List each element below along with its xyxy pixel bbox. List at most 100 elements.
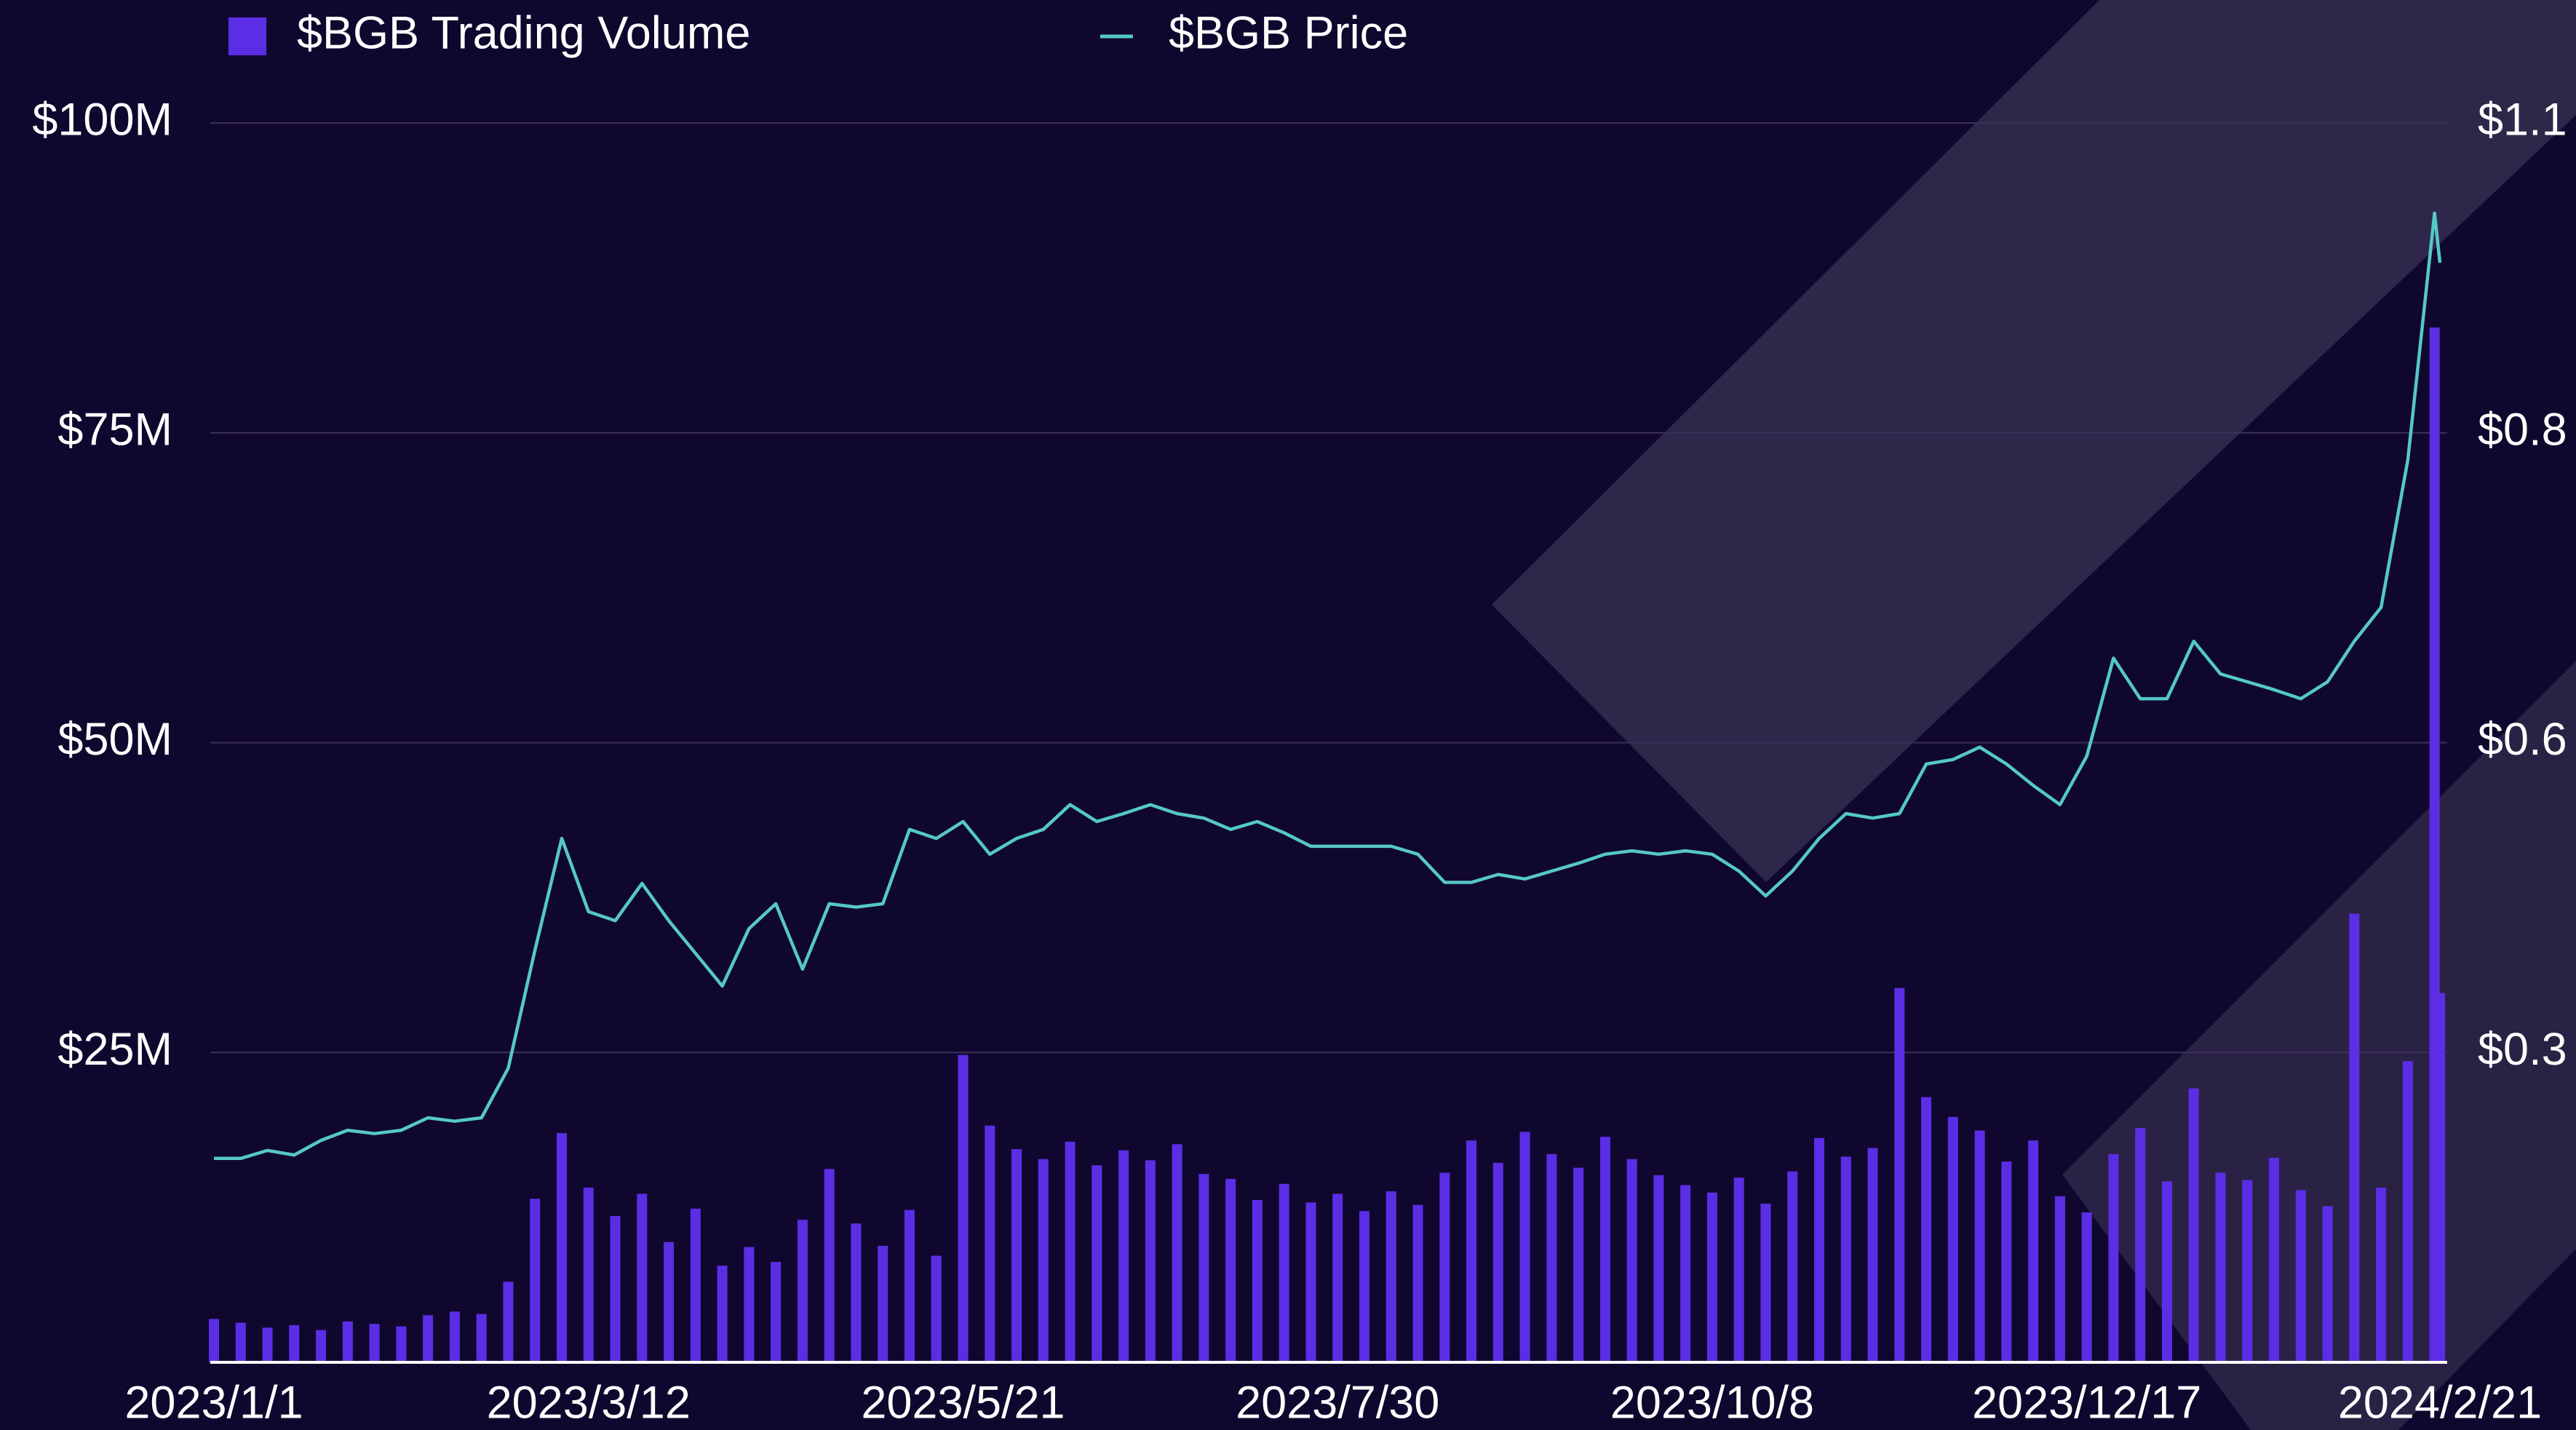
decor-band — [1492, 0, 2576, 882]
bar — [1653, 1175, 1664, 1362]
bar — [1787, 1171, 1798, 1362]
bar — [1359, 1211, 1370, 1362]
x-tick-label: 2023/3/12 — [487, 1378, 691, 1429]
bar — [851, 1223, 862, 1362]
bar — [797, 1220, 808, 1362]
bar — [1680, 1185, 1691, 1362]
bar — [2435, 993, 2445, 1362]
legend: $BGB Trading Volume $BGB Price — [228, 8, 1408, 59]
bar — [1065, 1141, 1076, 1362]
bar — [449, 1311, 460, 1362]
x-tick-label: 2023/12/17 — [1972, 1378, 2201, 1429]
bar — [369, 1324, 380, 1362]
bar — [1011, 1149, 1022, 1362]
bar — [1038, 1159, 1049, 1362]
bar — [1252, 1199, 1263, 1362]
y2-tick-label: $0.6 — [2478, 714, 2567, 765]
bar — [958, 1054, 969, 1362]
bar — [530, 1199, 541, 1362]
price-line — [214, 211, 2442, 1161]
bar — [985, 1125, 995, 1362]
legend-label: $BGB Trading Volume — [297, 8, 750, 59]
bar — [1118, 1150, 1129, 1362]
bar — [1974, 1130, 1985, 1362]
bar — [1305, 1202, 1316, 1362]
bar — [690, 1208, 701, 1362]
x-tick-label: 2024/2/21 — [2338, 1378, 2542, 1429]
legend-swatch — [228, 17, 266, 55]
bar — [316, 1330, 327, 1362]
y2-tick-label: $1.1 — [2478, 95, 2567, 146]
bar — [1092, 1165, 1102, 1362]
bar — [1198, 1174, 1209, 1362]
bar — [2161, 1181, 2172, 1362]
lines — [214, 211, 2442, 1161]
x-tick-label: 2023/1/1 — [124, 1378, 303, 1429]
bar — [1466, 1140, 1477, 1362]
bar — [1814, 1137, 1825, 1362]
bar — [342, 1321, 353, 1362]
bar — [583, 1187, 594, 1362]
bar — [1225, 1178, 1236, 1362]
bar — [1519, 1132, 1530, 1362]
bar — [1894, 988, 1905, 1362]
bars — [209, 327, 2445, 1362]
bar — [824, 1169, 835, 1362]
bar — [1573, 1167, 1584, 1362]
bar — [2215, 1172, 2226, 1362]
bar — [717, 1266, 728, 1362]
bar — [2108, 1153, 2119, 1362]
bar — [1599, 1137, 1610, 1362]
bar — [1439, 1172, 1450, 1362]
bar — [664, 1242, 675, 1362]
bar — [423, 1315, 434, 1362]
bar — [878, 1245, 889, 1362]
bar — [209, 1319, 219, 1362]
bar — [1279, 1183, 1289, 1362]
bar — [2028, 1140, 2039, 1362]
bar — [1412, 1204, 1423, 1362]
bar — [2001, 1161, 2012, 1362]
bar — [2242, 1180, 2253, 1362]
bar — [1386, 1191, 1396, 1362]
bar — [1867, 1148, 1878, 1362]
bar — [1546, 1153, 1557, 1362]
bar — [2295, 1190, 2306, 1362]
bar — [744, 1247, 755, 1362]
bar — [262, 1327, 273, 1362]
bar — [904, 1209, 915, 1362]
grid — [210, 122, 2447, 1054]
bar — [2188, 1088, 2199, 1362]
labels: $25M $50M $75M $100M $0.3 $0.6 $0.8 $1.1 2023/1/… — [32, 95, 2567, 1429]
y2-tick-label: $0.8 — [2478, 404, 2567, 455]
bar — [556, 1132, 567, 1362]
bar — [1172, 1144, 1182, 1362]
y-tick-label: $75M — [57, 404, 172, 455]
bar — [2322, 1206, 2333, 1362]
bar — [1145, 1160, 1156, 1362]
legend-label: $BGB Price — [1169, 8, 1408, 59]
bar — [610, 1216, 621, 1362]
bar — [1733, 1177, 1744, 1362]
bar — [2376, 1187, 2387, 1362]
x-tick-label: 2023/5/21 — [861, 1378, 1065, 1429]
bar — [1706, 1192, 1717, 1362]
bar — [2135, 1128, 2146, 1362]
bar — [771, 1262, 782, 1362]
y-tick-label: $100M — [32, 95, 172, 146]
x-tick-label: 2023/10/8 — [1610, 1378, 1814, 1429]
y-tick-label: $50M — [57, 714, 172, 765]
bar — [2402, 1061, 2413, 1362]
bar — [235, 1322, 246, 1362]
bar — [1947, 1116, 1958, 1362]
bar — [2081, 1212, 2092, 1362]
bar — [2269, 1158, 2280, 1362]
bar — [931, 1255, 942, 1362]
x-tick-label: 2023/7/30 — [1236, 1378, 1439, 1429]
bar — [1760, 1204, 1771, 1362]
bar — [1492, 1162, 1503, 1362]
bar — [1840, 1156, 1851, 1362]
bar — [2054, 1196, 2065, 1362]
